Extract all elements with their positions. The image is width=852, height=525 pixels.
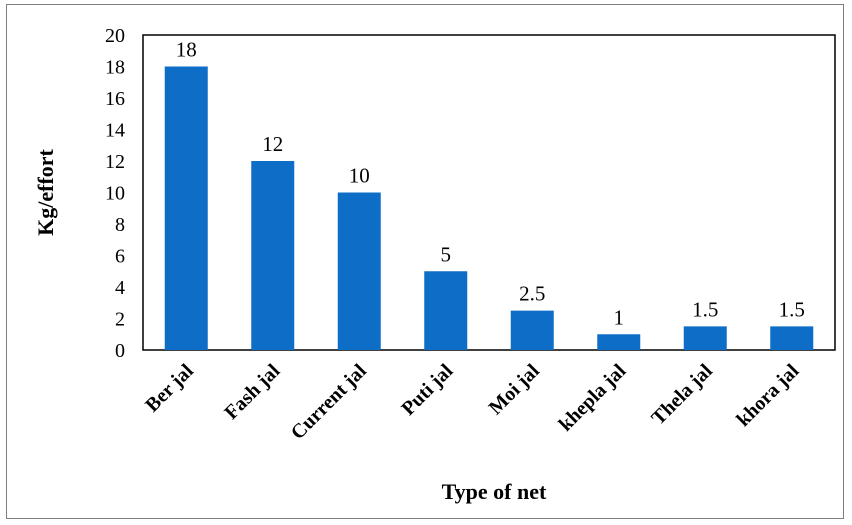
y-tick-label: 16 bbox=[105, 88, 125, 110]
x-axis-title: Type of net bbox=[442, 479, 547, 504]
y-tick-label: 0 bbox=[115, 340, 125, 362]
y-tick-label: 8 bbox=[115, 214, 125, 236]
bar-4 bbox=[510, 310, 554, 350]
bar-data-label: 18 bbox=[176, 38, 197, 62]
data-labels: 18 12 10 5 2.5 1 1.5 1.5 bbox=[176, 38, 805, 330]
bar-6 bbox=[683, 326, 727, 350]
bar-1 bbox=[251, 161, 295, 350]
y-tick-label: 12 bbox=[105, 151, 125, 173]
y-tick-label: 6 bbox=[115, 246, 125, 268]
bar-data-label: 5 bbox=[441, 242, 452, 266]
bars bbox=[164, 66, 814, 350]
x-tick-label: Thela jal bbox=[647, 360, 717, 430]
bar-data-label: 1.5 bbox=[779, 297, 805, 321]
bar-7 bbox=[770, 326, 814, 350]
chart-frame bbox=[6, 4, 844, 519]
x-tick-label: Moi jal bbox=[485, 360, 544, 419]
x-tick-label: Fash jal bbox=[220, 360, 284, 424]
x-tick-label: Current jal bbox=[287, 360, 371, 444]
bar-3 bbox=[424, 271, 468, 350]
x-tick-label: Ber jal bbox=[141, 360, 198, 417]
bar-data-label: 12 bbox=[262, 132, 283, 156]
y-tick-label: 14 bbox=[105, 120, 125, 142]
y-axis-title: Kg/effort bbox=[33, 148, 58, 235]
bar-2 bbox=[337, 192, 381, 350]
bar-data-label: 1.5 bbox=[692, 297, 718, 321]
y-tick-label: 18 bbox=[105, 57, 125, 79]
x-axis-ticks: Ber jal Fash jal Current jal Puti jal Moi ja… bbox=[141, 360, 803, 444]
y-tick-label: 20 bbox=[105, 25, 125, 47]
plot-area bbox=[142, 34, 836, 351]
x-tick-label: khepla jal bbox=[555, 360, 631, 436]
y-axis-ticks: 0 2 4 6 8 10 12 14 16 18 20 bbox=[105, 25, 125, 362]
y-tick-label: 2 bbox=[115, 309, 125, 331]
x-tick-label: khora jal bbox=[732, 360, 803, 431]
y-tick-label: 4 bbox=[115, 277, 125, 299]
bar-data-label: 2.5 bbox=[519, 282, 545, 306]
x-tick-label: Puti jal bbox=[397, 360, 457, 420]
bar-0 bbox=[164, 66, 208, 350]
bar-5 bbox=[597, 334, 641, 350]
bar-data-label: 1 bbox=[614, 305, 625, 329]
bar-data-label: 10 bbox=[349, 164, 370, 188]
y-tick-label: 10 bbox=[105, 183, 125, 205]
